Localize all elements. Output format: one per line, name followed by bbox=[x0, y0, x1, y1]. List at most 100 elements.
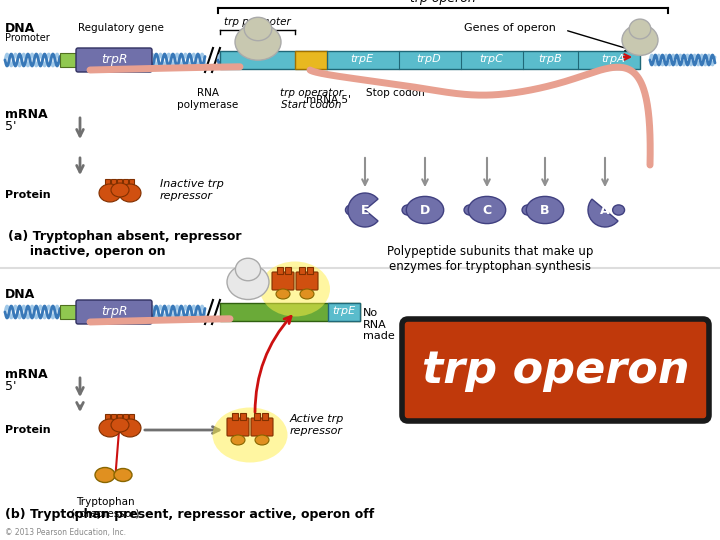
Text: 5': 5' bbox=[5, 120, 17, 133]
Text: trpR: trpR bbox=[101, 305, 127, 318]
Text: Active trp
repressor: Active trp repressor bbox=[290, 414, 344, 436]
Ellipse shape bbox=[346, 205, 357, 215]
Text: Polypeptide subunits that make up
enzymes for tryptophan synthesis: Polypeptide subunits that make up enzyme… bbox=[387, 245, 593, 273]
Ellipse shape bbox=[300, 289, 314, 299]
Bar bbox=[111, 414, 116, 420]
Text: DNA: DNA bbox=[5, 22, 35, 35]
Ellipse shape bbox=[406, 197, 444, 224]
Text: 3': 3' bbox=[142, 60, 152, 70]
Text: 3': 3' bbox=[142, 312, 152, 322]
Bar bbox=[328, 303, 360, 321]
Ellipse shape bbox=[402, 205, 414, 215]
Bar bbox=[107, 472, 125, 478]
Ellipse shape bbox=[119, 184, 141, 202]
Text: © 2013 Pearson Education, Inc.: © 2013 Pearson Education, Inc. bbox=[5, 528, 126, 537]
Ellipse shape bbox=[119, 419, 141, 437]
Ellipse shape bbox=[227, 265, 269, 300]
FancyBboxPatch shape bbox=[76, 300, 152, 324]
Ellipse shape bbox=[260, 261, 330, 316]
Text: Inactive trp
repressor: Inactive trp repressor bbox=[160, 179, 224, 201]
Ellipse shape bbox=[468, 197, 505, 224]
Text: A: A bbox=[600, 204, 610, 217]
Text: Regulatory gene: Regulatory gene bbox=[78, 23, 164, 33]
Bar bbox=[123, 179, 128, 185]
Ellipse shape bbox=[235, 24, 281, 60]
Bar bbox=[307, 267, 313, 274]
Text: (b) Tryptophan present, repressor active, operon off: (b) Tryptophan present, repressor active… bbox=[5, 508, 374, 521]
Text: trpD: trpD bbox=[417, 54, 441, 64]
Text: Stop codon: Stop codon bbox=[366, 88, 424, 98]
Ellipse shape bbox=[111, 418, 129, 432]
Bar bbox=[60, 53, 78, 67]
FancyBboxPatch shape bbox=[76, 48, 152, 72]
Text: mRNA: mRNA bbox=[5, 109, 48, 122]
FancyBboxPatch shape bbox=[251, 418, 273, 436]
Text: trpR: trpR bbox=[101, 52, 127, 65]
Ellipse shape bbox=[244, 17, 272, 40]
Bar bbox=[277, 267, 283, 274]
Text: trpE: trpE bbox=[351, 54, 374, 64]
Bar bbox=[111, 179, 116, 185]
Ellipse shape bbox=[99, 184, 121, 202]
Ellipse shape bbox=[255, 435, 269, 445]
Ellipse shape bbox=[629, 19, 651, 39]
Text: RNA
polymerase: RNA polymerase bbox=[177, 88, 238, 110]
Bar bbox=[105, 179, 110, 185]
Bar bbox=[262, 413, 268, 420]
Bar bbox=[129, 179, 134, 185]
Text: Tryptophan
(corepressor): Tryptophan (corepressor) bbox=[71, 497, 140, 518]
Ellipse shape bbox=[235, 258, 261, 281]
Bar bbox=[285, 267, 291, 274]
Ellipse shape bbox=[231, 435, 245, 445]
Text: D: D bbox=[420, 204, 430, 217]
Text: mRNA 5': mRNA 5' bbox=[306, 95, 351, 105]
Text: trp operon: trp operon bbox=[410, 0, 476, 5]
Text: trpC: trpC bbox=[479, 54, 503, 64]
FancyBboxPatch shape bbox=[227, 418, 249, 436]
FancyBboxPatch shape bbox=[272, 272, 294, 290]
Ellipse shape bbox=[522, 205, 534, 215]
Bar bbox=[117, 179, 122, 185]
Bar bbox=[254, 413, 260, 420]
Bar bbox=[232, 413, 238, 420]
Bar bbox=[129, 414, 134, 420]
Text: mRNA: mRNA bbox=[5, 368, 48, 381]
Wedge shape bbox=[348, 193, 378, 227]
Text: trpB: trpB bbox=[539, 54, 562, 64]
Bar bbox=[60, 305, 78, 319]
Text: Protein: Protein bbox=[5, 425, 50, 435]
Text: DNA: DNA bbox=[5, 288, 35, 301]
Bar bbox=[117, 414, 122, 420]
FancyBboxPatch shape bbox=[402, 319, 709, 421]
Ellipse shape bbox=[111, 183, 129, 197]
Ellipse shape bbox=[464, 205, 476, 215]
Text: trp operon: trp operon bbox=[422, 348, 689, 392]
Text: 5': 5' bbox=[5, 381, 17, 394]
Wedge shape bbox=[588, 199, 618, 227]
Ellipse shape bbox=[276, 289, 290, 299]
Text: trpA: trpA bbox=[601, 54, 625, 64]
Text: No
RNA
made: No RNA made bbox=[363, 308, 395, 341]
Bar bbox=[123, 414, 128, 420]
Ellipse shape bbox=[95, 468, 115, 483]
Ellipse shape bbox=[114, 469, 132, 482]
Text: trp promoter: trp promoter bbox=[224, 17, 291, 27]
Ellipse shape bbox=[613, 205, 624, 215]
Bar bbox=[299, 267, 305, 274]
Text: trpE: trpE bbox=[333, 306, 356, 316]
Ellipse shape bbox=[622, 25, 658, 56]
Text: E: E bbox=[361, 204, 369, 217]
Text: B: B bbox=[540, 204, 550, 217]
Ellipse shape bbox=[526, 197, 564, 224]
Text: Protein: Protein bbox=[5, 190, 50, 200]
Text: Promoter: Promoter bbox=[5, 33, 50, 43]
Bar bbox=[220, 51, 640, 69]
FancyBboxPatch shape bbox=[296, 272, 318, 290]
Bar bbox=[240, 413, 246, 420]
Text: (a) Tryptophan absent, repressor
     inactive, operon on: (a) Tryptophan absent, repressor inactiv… bbox=[8, 230, 241, 258]
Text: C: C bbox=[482, 204, 492, 217]
Text: trp operator
Start codon: trp operator Start codon bbox=[279, 88, 343, 110]
Ellipse shape bbox=[99, 419, 121, 437]
Bar bbox=[295, 51, 327, 69]
Ellipse shape bbox=[212, 408, 287, 462]
